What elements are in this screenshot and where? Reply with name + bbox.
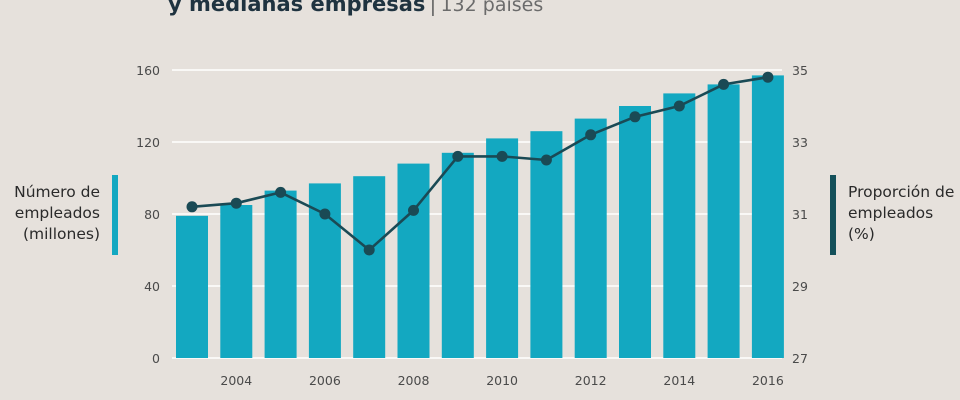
left-legend-swatch [112,175,118,255]
left-axis-label: Número de empleados (millones) [14,182,100,245]
series-line [191,75,769,252]
bar [353,176,386,358]
left-axis-label-line: empleados [14,204,100,222]
data-point [408,204,419,216]
x-axis-ticks: 2004 2006 2008 2010 2012 2014 2016 [220,373,783,388]
bar [397,163,430,358]
bar-series [176,75,784,359]
x-tick-label: 2014 [663,373,695,388]
left-axis-label-line: (millones) [22,225,100,243]
right-axis-label-line: (%) [848,225,875,243]
right-axis-ticks: 27 29 31 33 35 [792,63,808,366]
data-point [363,244,375,256]
data-point [230,197,242,209]
data-point [186,201,198,213]
bar [441,152,474,358]
x-tick-label: 2010 [486,373,518,388]
left-tick-label: 40 [144,279,160,294]
left-tick-label: 120 [136,135,160,150]
x-tick-label: 2004 [220,373,252,388]
left-tick-label: 0 [152,351,160,366]
bar [751,75,784,359]
bar [707,84,740,359]
left-tick-label: 160 [136,63,160,78]
data-point [718,78,730,90]
right-tick-label: 33 [792,135,808,150]
data-point [496,150,508,162]
bar [574,118,607,358]
right-legend-swatch [830,175,836,255]
left-axis-ticks: 0 40 80 120 160 [136,63,160,366]
data-point [673,100,685,112]
chart-subtitle: 132 países [440,0,544,16]
data-point [540,154,552,166]
right-axis-label: Proporción de empleados (%) [848,182,954,245]
bar [264,190,297,358]
x-tick-label: 2008 [398,373,430,388]
x-tick-label: 2016 [752,373,784,388]
data-point [319,208,331,220]
title-separator: | [429,0,437,16]
data-point [452,150,464,162]
line-series [186,71,774,256]
data-point [762,71,774,83]
bar [619,106,651,358]
right-axis-label-line: Proporción de [848,183,955,201]
x-tick-label: 2006 [309,373,341,388]
left-tick-label: 80 [144,207,160,222]
bar [530,131,563,358]
x-tick-label: 2012 [575,373,607,388]
bar [220,205,253,358]
right-tick-label: 31 [792,207,808,222]
right-axis-label-line: empleados [848,204,934,222]
left-axis-label-line: Número de [14,183,100,201]
right-tick-label: 27 [792,351,808,366]
bar [663,93,696,359]
bar [486,138,519,358]
chart-title: y medianas empresas | 132 países [168,0,543,16]
right-tick-label: 35 [792,63,808,78]
chart-title-main: y medianas empresas [168,0,426,16]
data-point [629,111,641,123]
data-point [275,186,287,198]
bar [176,215,208,358]
right-tick-label: 29 [792,279,808,294]
data-point [585,129,597,141]
